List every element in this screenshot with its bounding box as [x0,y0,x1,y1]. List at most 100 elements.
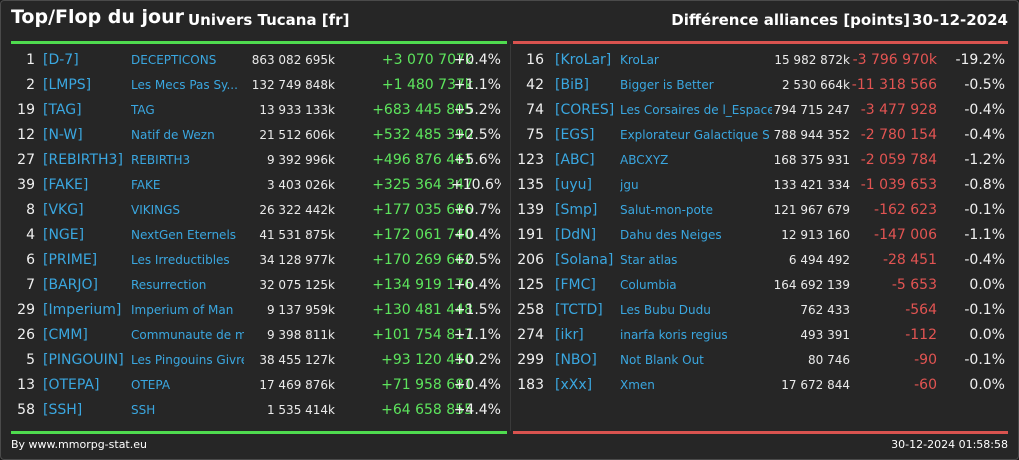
alliance-name-link[interactable]: Les Mecs Pas Sy... [131,78,238,92]
top-gainers-table: 1 [D-7] DECEPTICONS 863 082 695k +3 070 707k… [11,48,507,423]
table-row: 42 [BiB] Bigger is Better 2 530 664k -11 318… [513,73,1009,98]
table-row: 274 [ikr] inarfa koris regius 493 391 -112 0.… [513,323,1009,348]
alliance-points: 9 137 959k [266,303,335,317]
percent-change: -0.4% [964,102,1005,118]
alliance-points: 13 933 133k [259,103,335,117]
alliance-rank: 6 [26,252,35,268]
alliance-rank: 19 [17,102,35,118]
alliance-name-link[interactable]: TAG [131,103,155,117]
alliance-tag-link[interactable]: [FMC] [555,277,596,293]
alliance-name-link[interactable]: Communaute de m... [131,328,244,342]
alliance-tag-link[interactable]: [BiB] [555,77,590,93]
alliance-tag-link[interactable]: [Imperium] [43,302,122,318]
table-row: 191 [DdN] Dahu des Neiges 12 913 160 -147 00… [513,223,1009,248]
alliance-name-link[interactable]: Resurrection [131,278,207,292]
alliance-points: 121 967 679 [773,203,850,217]
alliance-name-link[interactable]: KroLar [620,53,659,67]
alliance-tag-link[interactable]: [EGS] [555,127,595,143]
table-row: 5 [PINGOUIN] Les Pingouins Givre... 38 455 … [11,348,507,373]
alliance-tag-link[interactable]: [LMPS] [43,77,92,93]
alliance-tag-link[interactable]: [N-W] [43,127,83,143]
alliance-name-link[interactable]: Star atlas [620,253,678,267]
alliance-rank: 12 [17,127,35,143]
alliance-tag-link[interactable]: [ABC] [555,152,595,168]
date-label: 30-12-2024 [912,11,1008,29]
alliance-tag-link[interactable]: [uyu] [555,177,592,193]
alliance-name-link[interactable]: DECEPTICONS [131,53,217,67]
alliance-name-link[interactable]: Les Pingouins Givre... [131,353,244,367]
percent-change: +5.6% [453,152,501,168]
points-difference: -28 451 [882,252,937,268]
alliance-name-link[interactable]: ABCXYZ [620,153,669,167]
alliance-tag-link[interactable]: [D-7] [43,52,79,68]
alliance-tag-link[interactable]: [xXx] [555,377,593,393]
alliance-name-link[interactable]: Bigger is Better [620,78,714,92]
alliance-name-link[interactable]: Dahu des Neiges [620,228,722,242]
alliance-name-link[interactable]: Les Corsaires de l_Espace [620,103,772,117]
alliance-tag-link[interactable]: [ikr] [555,327,584,343]
percent-change: +0.4% [453,377,501,393]
alliance-name-link[interactable]: FAKE [131,178,161,192]
alliance-name-link[interactable]: SSH [131,403,156,417]
alliance-points: 788 944 352 [773,128,850,142]
alliance-tag-link[interactable]: [SSH] [43,402,83,418]
alliance-tag-link[interactable]: [CORES] [555,102,615,118]
alliance-rank: 299 [517,352,544,368]
alliance-name-link[interactable]: Les Bubu Dudu [620,303,711,317]
alliance-tag-link[interactable]: [TCTD] [555,302,603,318]
percent-change: +2.5% [453,127,501,143]
alliance-tag-link[interactable]: [CMM] [43,327,88,343]
alliance-tag-link[interactable]: [REBIRTH3] [43,152,123,168]
alliance-tag-link[interactable]: [VKG] [43,202,84,218]
alliance-tag-link[interactable]: [TAG] [43,102,82,118]
percent-change: +0.7% [453,202,501,218]
percent-change: -1.1% [964,227,1005,243]
alliance-tag-link[interactable]: [OTEPA] [43,377,100,393]
alliance-points: 164 692 139 [773,278,850,292]
alliance-name-link[interactable]: Not Blank Out [620,353,704,367]
alliance-points: 9 392 996k [266,153,335,167]
alliance-tag-link[interactable]: [NGE] [43,227,85,243]
alliance-tag-link[interactable]: [BARJO] [43,277,98,293]
alliance-name-link[interactable]: Xmen [620,378,655,392]
points-difference: +177 035 686 [372,202,473,218]
alliance-name-link[interactable]: Columbia [620,278,677,292]
percent-change: -0.1% [964,302,1005,318]
alliance-tag-link[interactable]: [FAKE] [43,177,89,193]
alliance-name-link[interactable]: Imperium of Man [131,303,234,317]
alliance-name-link[interactable]: Explorateur Galactique S [620,128,770,142]
alliance-tag-link[interactable]: [PINGOUIN] [43,352,123,368]
percent-change: -1.2% [964,152,1005,168]
alliance-name-link[interactable]: jgu [620,178,639,192]
percent-change: +4.4% [453,402,501,418]
alliance-tag-link[interactable]: [DdN] [555,227,597,243]
points-difference: +172 061 740 [372,227,473,243]
alliance-name-link[interactable]: NextGen Eternels [131,228,237,242]
percent-change: +0.4% [453,227,501,243]
alliance-rank: 1 [26,52,35,68]
alliance-points: 9 398 811k [266,328,335,342]
alliance-rank: 58 [17,402,35,418]
alliance-name-link[interactable]: Salut-mon-pote [620,203,713,217]
table-row: 139 [Smp] Salut-mon-pote 121 967 679 -162 62… [513,198,1009,223]
alliance-name-link[interactable]: VIKINGS [131,203,181,217]
alliance-name-link[interactable]: REBIRTH3 [131,153,191,167]
alliance-points: 34 128 977k [259,253,335,267]
alliance-points: 15 982 872k [774,53,850,67]
alliance-name-link[interactable]: Les Irreductibles [131,253,230,267]
alliance-tag-link[interactable]: [PRIME] [43,252,98,268]
alliance-rank: 27 [17,152,35,168]
alliance-tag-link[interactable]: [Smp] [555,202,598,218]
table-row: 75 [EGS] Explorateur Galactique S 788 944 3… [513,123,1009,148]
percent-change: +10.6% [451,177,501,193]
alliance-tag-link[interactable]: [KroLar] [555,52,612,68]
alliance-points: 17 672 844 [781,378,850,392]
alliance-name-link[interactable]: Natif de Wezn [131,128,215,142]
alliance-name-link[interactable]: OTEPA [131,378,171,392]
alliance-points: 1 535 414k [266,403,335,417]
alliance-tag-link[interactable]: [NBO] [555,352,597,368]
alliance-name-link[interactable]: inarfa koris regius [620,328,728,342]
table-row: 7 [BARJO] Resurrection 32 075 125k +134 919 … [11,273,507,298]
alliance-tag-link[interactable]: [Solana] [555,252,614,268]
